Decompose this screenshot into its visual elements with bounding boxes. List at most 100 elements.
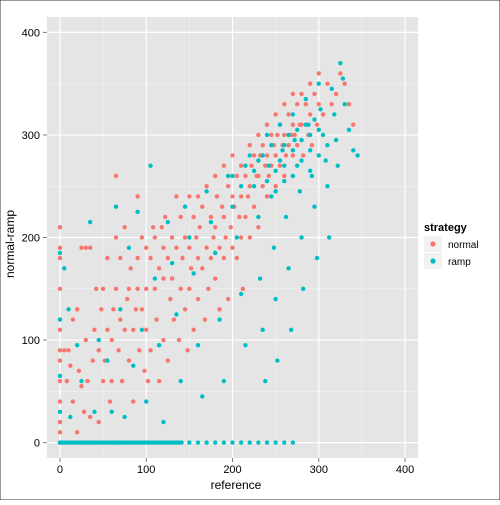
data-point-normal xyxy=(93,286,99,291)
data-point-normal xyxy=(223,235,228,240)
legend-title: strategy xyxy=(424,222,468,234)
data-point-ramp xyxy=(118,307,123,312)
data-point-ramp xyxy=(105,358,110,363)
data-point-normal xyxy=(249,163,254,168)
data-point-ramp xyxy=(182,204,188,209)
data-point-normal xyxy=(165,358,170,363)
data-point-ramp xyxy=(234,235,240,240)
data-point-ramp xyxy=(266,163,271,168)
data-point-ramp xyxy=(243,342,248,348)
data-point-normal xyxy=(187,286,192,291)
data-point-normal xyxy=(139,307,145,312)
data-point-ramp xyxy=(290,112,296,117)
data-point-ramp xyxy=(57,250,63,256)
data-point-normal xyxy=(273,153,278,158)
x-tick-label: 400 xyxy=(396,464,414,476)
data-point-ramp xyxy=(92,409,97,415)
data-point-normal xyxy=(57,286,63,291)
data-point-normal xyxy=(238,163,244,168)
data-point-normal xyxy=(211,235,216,240)
data-point-normal xyxy=(152,235,158,240)
data-point-ramp xyxy=(282,178,287,184)
y-axis-label: normal-ramp xyxy=(3,210,17,278)
legend-label-ramp: ramp xyxy=(448,257,471,268)
data-point-ramp xyxy=(326,235,332,240)
data-point-normal xyxy=(275,132,280,138)
data-point-normal xyxy=(161,337,166,343)
data-point-ramp xyxy=(286,266,291,271)
data-point-ramp xyxy=(323,158,328,163)
data-point-ramp xyxy=(263,378,268,384)
data-point-ramp xyxy=(288,327,294,333)
data-point-ramp xyxy=(238,440,244,445)
data-point-ramp xyxy=(57,373,63,379)
data-point-normal xyxy=(144,286,149,291)
data-point-normal xyxy=(178,214,183,220)
data-point-ramp xyxy=(303,96,309,102)
data-point-normal xyxy=(83,245,89,250)
data-point-normal xyxy=(206,286,211,291)
data-point-normal xyxy=(230,153,235,158)
data-point-normal xyxy=(57,358,63,363)
data-point-normal xyxy=(251,153,257,158)
data-point-ramp xyxy=(57,409,63,415)
data-point-ramp xyxy=(195,342,201,348)
data-point-normal xyxy=(221,163,227,168)
data-point-normal xyxy=(282,132,287,138)
data-point-normal xyxy=(208,214,214,220)
data-point-normal xyxy=(213,225,218,230)
data-point-normal xyxy=(251,204,257,209)
x-tick-label: 100 xyxy=(137,464,155,476)
data-point-normal xyxy=(263,163,268,168)
data-point-normal xyxy=(230,245,235,250)
data-point-normal xyxy=(64,378,70,384)
data-point-normal xyxy=(260,184,265,189)
y-tick-label: 300 xyxy=(22,130,40,142)
data-point-normal xyxy=(228,225,233,230)
data-point-ramp xyxy=(79,378,84,384)
data-point-normal xyxy=(122,225,127,230)
data-point-ramp xyxy=(329,86,334,91)
data-point-normal xyxy=(165,255,170,261)
data-point-normal xyxy=(148,348,153,353)
data-point-normal xyxy=(99,307,104,312)
data-point-normal xyxy=(113,173,119,179)
data-point-normal xyxy=(238,235,244,240)
data-point-normal xyxy=(139,235,145,240)
data-point-normal xyxy=(316,101,321,107)
data-point-normal xyxy=(156,266,162,271)
data-point-ramp xyxy=(355,153,360,158)
data-point-normal xyxy=(282,173,287,179)
data-point-ramp xyxy=(282,440,287,445)
data-point-normal xyxy=(195,255,201,261)
data-point-normal xyxy=(187,245,192,250)
data-point-ramp xyxy=(243,163,248,168)
data-point-ramp xyxy=(316,127,321,133)
data-point-normal xyxy=(163,214,168,220)
data-point-ramp xyxy=(307,148,313,153)
data-point-ramp xyxy=(217,317,222,322)
data-point-normal xyxy=(295,142,300,148)
data-point-ramp xyxy=(256,440,261,445)
data-point-normal xyxy=(126,286,132,291)
data-point-normal xyxy=(282,101,287,107)
data-point-normal xyxy=(57,378,63,384)
data-point-ramp xyxy=(122,414,127,420)
data-point-normal xyxy=(105,255,110,261)
data-point-normal xyxy=(176,337,182,343)
data-point-ramp xyxy=(299,235,304,240)
data-point-ramp xyxy=(312,204,317,209)
data-point-normal xyxy=(238,194,244,199)
data-point-ramp xyxy=(260,153,265,158)
data-point-ramp xyxy=(282,163,287,168)
data-point-normal xyxy=(135,255,140,261)
y-axis: 0 100 200 300 400 xyxy=(22,27,47,450)
data-point-normal xyxy=(247,142,252,148)
data-point-normal xyxy=(156,378,162,384)
data-point-ramp xyxy=(195,440,201,445)
data-point-ramp xyxy=(301,286,306,291)
data-point-normal xyxy=(150,225,156,230)
data-point-ramp xyxy=(320,132,326,138)
data-point-ramp xyxy=(139,327,145,333)
